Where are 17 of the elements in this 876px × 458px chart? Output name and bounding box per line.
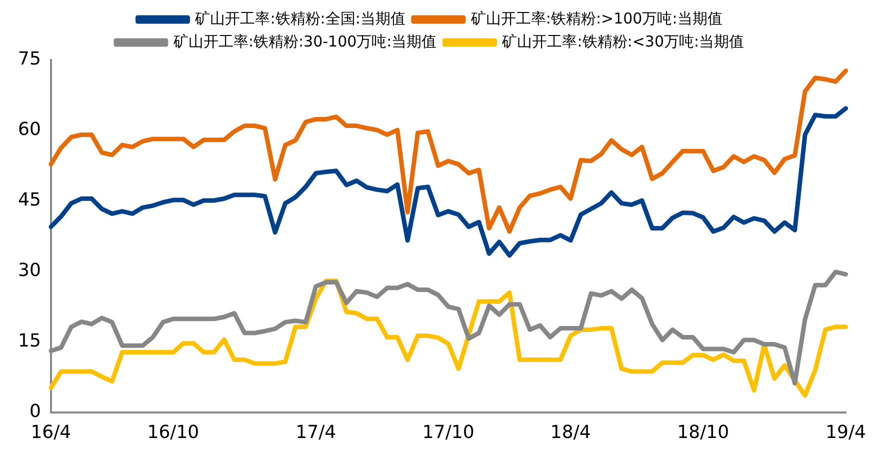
y-tick-label: 60	[18, 119, 41, 140]
legend-label: 矿山开工率:铁精粉:<30万吨:当期值	[501, 32, 744, 50]
x-tick-label: 16/10	[147, 422, 200, 443]
legend-label: 矿山开工率:铁精粉:全国:当期值	[194, 9, 406, 28]
legend-label: 矿山开工率:铁精粉:>100万吨:当期值	[470, 9, 722, 28]
x-tick-label: 18/10	[677, 422, 730, 443]
x-tick-label: 17/4	[296, 422, 336, 443]
x-tick-label: 17/10	[422, 422, 474, 443]
x-tick-label: 16/4	[30, 422, 72, 443]
y-tick-label: 75	[18, 48, 41, 70]
x-tick-label: 19/4	[826, 422, 866, 443]
y-tick-label: 45	[18, 190, 41, 211]
y-tick-label: 30	[18, 260, 41, 282]
y-tick-label: 0	[29, 401, 41, 422]
y-tick-label: 15	[18, 330, 41, 352]
legend-label: 矿山开工率:铁精粉:30-100万吨:当期值	[172, 32, 437, 50]
x-tick-label: 18/4	[550, 422, 591, 443]
